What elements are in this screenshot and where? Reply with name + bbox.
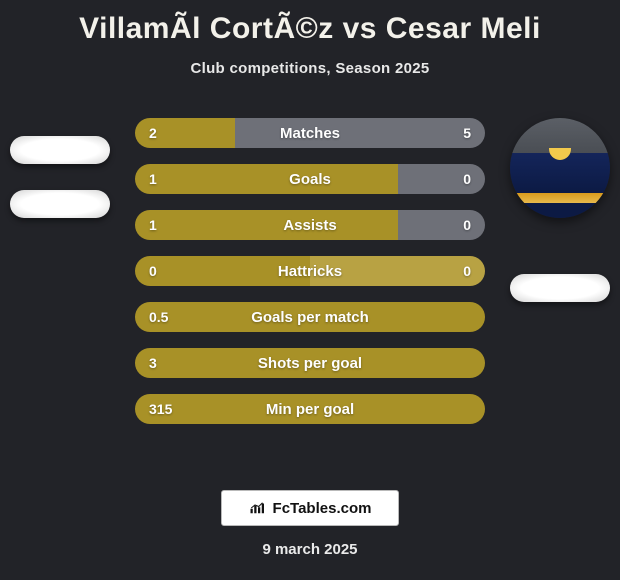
avatar-right: [510, 118, 610, 218]
stat-row: 3Shots per goal: [135, 348, 485, 378]
club-badge-right: [510, 274, 610, 302]
stat-row: 315Min per goal: [135, 394, 485, 424]
stat-value-right: 0: [463, 217, 471, 233]
date-label: 9 march 2025: [0, 541, 620, 558]
stat-value-left: 1: [149, 171, 157, 187]
page-title: VillamÃ­l CortÃ©z vs Cesar Meli: [0, 0, 620, 46]
stat-bar-right: [398, 164, 486, 194]
club-badge-left-1: [10, 136, 110, 164]
stat-row: 10Goals: [135, 164, 485, 194]
stat-bar-left: [135, 256, 310, 286]
stat-value-left: 315: [149, 401, 172, 417]
stat-row: 25Matches: [135, 118, 485, 148]
stats-table: 25Matches10Goals10Assists00Hattricks0.5G…: [135, 118, 485, 440]
stat-bar-left: [135, 164, 398, 194]
stat-value-left: 0: [149, 263, 157, 279]
brand-badge[interactable]: FcTables.com: [221, 490, 399, 526]
stat-value-left: 1: [149, 217, 157, 233]
stat-bar-left: [135, 348, 485, 378]
page-subtitle: Club competitions, Season 2025: [0, 60, 620, 77]
stat-row: 00Hattricks: [135, 256, 485, 286]
stat-value-left: 0.5: [149, 309, 168, 325]
stat-bar-right: [398, 210, 486, 240]
stat-bar-right: [235, 118, 485, 148]
stat-value-right: 5: [463, 125, 471, 141]
stat-value-left: 3: [149, 355, 157, 371]
stat-row: 0.5Goals per match: [135, 302, 485, 332]
chart-icon: [249, 501, 267, 515]
club-badge-left-2: [10, 190, 110, 218]
stat-bar-left: [135, 302, 485, 332]
stat-bar-left: [135, 394, 485, 424]
stat-value-right: 0: [463, 171, 471, 187]
stat-row: 10Assists: [135, 210, 485, 240]
stat-bar-left: [135, 210, 398, 240]
brand-label: FcTables.com: [273, 500, 372, 517]
player-right: [500, 118, 620, 218]
stat-value-right: 0: [463, 263, 471, 279]
stat-value-left: 2: [149, 125, 157, 141]
stat-bar-right: [310, 256, 485, 286]
